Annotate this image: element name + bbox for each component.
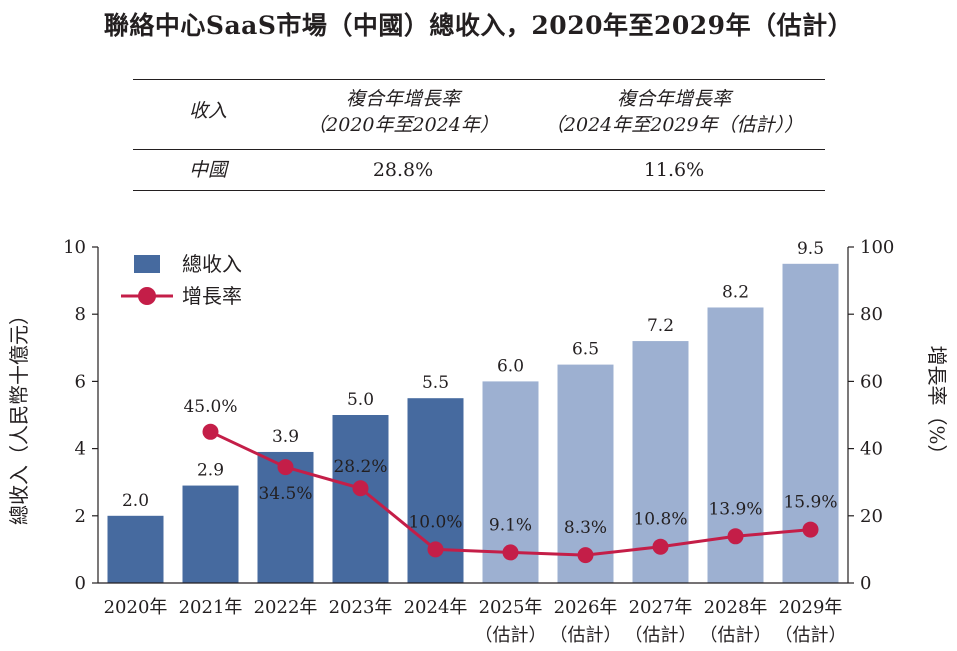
left-tick-label-4: 8 [75, 304, 86, 325]
table-row-cagr-2020-2024: 28.8% [372, 159, 434, 181]
growth-rate-point-2 [277, 459, 294, 476]
growth-rate-label-6: 8.3% [564, 518, 607, 538]
table-row-label: 中國 [188, 159, 227, 181]
bar-1 [182, 485, 239, 583]
y-axis-title: 總收入（人民幣十億元） [7, 305, 31, 525]
legend-line-marker [138, 287, 156, 305]
growth-rate-label-9: 15.9% [783, 493, 837, 513]
bar-value-label-4: 5.5 [422, 373, 449, 393]
bar-value-label-9: 9.5 [797, 239, 824, 259]
growth-rate-point-7 [652, 538, 669, 555]
growth-rate-label-5: 9.1% [489, 515, 532, 535]
right-tick-label-3: 60 [860, 371, 883, 392]
bar-value-label-8: 8.2 [722, 282, 749, 302]
growth-rate-point-6 [577, 547, 594, 564]
left-tick-label-1: 2 [75, 506, 86, 527]
growth-rate-label-2: 34.5% [258, 484, 312, 504]
bar-0 [107, 515, 164, 583]
growth-rate-label-8: 13.9% [708, 499, 762, 519]
legend-line-label: 增長率 [182, 284, 242, 308]
left-tick-label-5: 10 [63, 237, 86, 258]
growth-rate-point-5 [502, 544, 519, 561]
growth-rate-point-3 [352, 480, 369, 497]
bar-value-label-1: 2.9 [197, 461, 224, 481]
right-tick-label-5: 100 [860, 237, 894, 258]
growth-rate-label-4: 10.0% [408, 512, 462, 532]
table-header-cagr-2024-2029-line1: 複合年增長率 [616, 88, 731, 110]
growth-rate-label-3: 28.2% [333, 457, 387, 477]
x-tick-label-2: 2022年 [254, 597, 318, 618]
chart-title: 聯絡中心SaaS市場（中國）總收入，2020年至2029年（估計） [103, 11, 854, 40]
y2-axis-title: 增長率（%） [925, 345, 949, 464]
bar-value-label-3: 5.0 [347, 390, 374, 410]
x-tick-sublabel-8: （估計） [700, 625, 772, 646]
table-bottom-rule [133, 190, 825, 191]
bar-value-label-5: 6.0 [497, 356, 524, 376]
x-tick-label-6: 2026年 [554, 597, 618, 618]
legend-bar-label: 總收入 [182, 252, 242, 276]
table-header-revenue: 收入 [188, 100, 227, 122]
x-tick-label-8: 2028年 [704, 597, 768, 618]
growth-rate-label-7: 10.8% [633, 510, 687, 530]
x-tick-label-7: 2027年 [629, 597, 693, 618]
growth-rate-point-8 [727, 528, 744, 545]
bar-3 [332, 415, 389, 583]
x-tick-label-0: 2020年 [104, 597, 168, 618]
table-row-cagr-2024-2029: 11.6% [643, 159, 705, 181]
table-top-rule [133, 79, 825, 80]
bar-6 [557, 364, 614, 583]
x-tick-sublabel-6: （估計） [550, 625, 622, 646]
growth-rate-point-4 [427, 541, 444, 558]
table-header-cagr-2020-2024-line1: 複合年增長率 [345, 88, 460, 110]
right-tick-label-1: 20 [860, 506, 883, 527]
table-header-cagr-2020-2024-line2: （2020年至2024年） [307, 114, 499, 136]
left-tick-label-0: 0 [75, 573, 86, 594]
left-tick-label-2: 4 [75, 439, 86, 460]
right-tick-label-0: 0 [860, 573, 871, 594]
growth-rate-label-1: 45.0% [183, 397, 237, 417]
x-tick-label-5: 2025年 [479, 597, 543, 618]
table-header-cagr-2024-2029-line2: （2024年至2029年（估計）） [544, 114, 804, 136]
bar-value-label-2: 3.9 [272, 427, 299, 447]
legend-bar-swatch [134, 255, 160, 273]
growth-rate-point-1 [202, 423, 219, 440]
x-tick-sublabel-7: （估計） [625, 625, 697, 646]
x-tick-label-1: 2021年 [179, 597, 243, 618]
x-tick-sublabel-9: （估計） [775, 625, 847, 646]
bar-value-label-6: 6.5 [572, 340, 599, 360]
right-tick-label-4: 80 [860, 304, 883, 325]
table-header-rule [133, 149, 825, 150]
x-tick-label-9: 2029年 [779, 597, 843, 618]
growth-rate-point-9 [802, 521, 819, 538]
x-tick-label-3: 2023年 [329, 597, 393, 618]
right-tick-label-2: 40 [860, 439, 883, 460]
x-tick-sublabel-5: （估計） [475, 625, 547, 646]
bar-value-label-0: 2.0 [122, 491, 149, 511]
x-tick-label-4: 2024年 [404, 597, 468, 618]
left-tick-label-3: 6 [75, 371, 86, 392]
bar-value-label-7: 7.2 [647, 316, 674, 336]
